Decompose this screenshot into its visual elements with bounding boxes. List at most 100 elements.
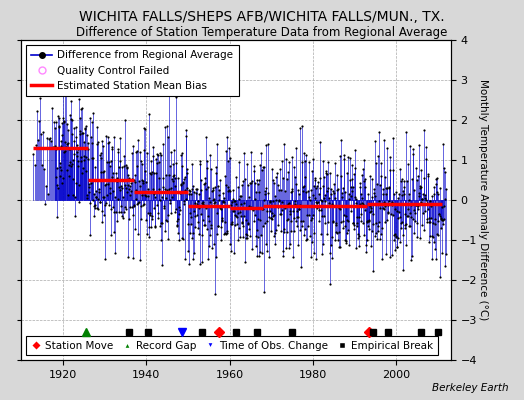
Point [417,167,425,173]
Point [211,291,219,298]
Point [51,143,59,150]
Point [331,228,340,235]
Point [61,148,70,155]
Point [63,167,71,174]
Point [339,184,347,191]
Point [102,181,111,187]
Point [278,198,286,205]
Point [289,228,298,234]
Point [246,180,254,186]
Point [247,149,255,156]
Point [233,221,241,227]
Point [256,162,265,169]
Point [321,198,329,204]
Point [380,174,389,181]
Point [127,187,135,194]
Point [148,144,157,150]
Point [282,203,290,209]
Point [327,242,335,248]
Point [209,186,217,193]
Point [46,135,54,141]
Point [331,195,340,201]
Point [425,238,434,245]
Point [150,205,158,211]
Point [409,146,417,152]
Point [196,160,204,167]
Point [284,216,292,222]
Point [315,185,324,191]
Point [58,180,66,186]
Point [398,176,407,182]
Point [114,209,123,216]
Point [245,194,253,201]
Point [225,144,233,151]
Point [281,205,289,212]
Point [305,212,314,218]
Point [131,226,139,232]
Point [418,196,426,202]
Point [420,195,429,201]
Point [312,256,320,262]
Point [423,219,431,226]
Point [391,247,400,253]
Point [413,220,421,226]
Point [332,219,340,226]
Point [385,184,394,190]
Point [68,131,77,138]
Point [116,135,125,141]
Point [182,127,190,133]
Point [69,157,78,163]
Point [183,185,191,191]
Point [166,163,174,170]
Point [352,195,361,202]
Point [137,161,146,168]
Point [119,209,128,215]
Point [121,182,129,188]
Point [296,124,304,131]
Point [203,226,212,232]
Point [317,197,325,203]
Point [149,153,158,160]
Point [235,225,244,232]
Point [190,250,198,256]
Point [220,195,228,202]
Point [307,216,315,223]
Point [194,191,203,197]
Point [337,190,346,196]
Point [392,189,401,195]
Point [132,148,140,155]
Point [185,230,194,236]
Point [104,181,112,187]
Point [68,117,77,123]
Point [378,205,387,211]
Point [258,164,267,170]
Point [415,190,423,196]
Point [193,225,202,231]
Point [122,185,130,191]
Point [428,256,436,263]
Point [123,163,131,170]
Point [135,177,144,184]
Point [73,163,82,169]
Point [363,223,372,229]
Point [378,225,386,232]
Point [218,217,226,224]
Point [274,182,282,189]
Point [71,194,79,201]
Point [406,210,414,217]
Point [123,189,131,195]
Point [370,193,379,200]
Point [291,174,299,180]
Point [128,204,136,210]
Point [95,199,104,205]
Point [173,222,182,228]
Point [425,215,433,221]
Point [228,220,236,227]
Point [225,188,234,194]
Point [286,210,294,217]
Point [204,255,212,262]
Point [235,233,244,240]
Point [213,210,221,216]
Point [347,183,355,190]
Point [272,227,281,233]
